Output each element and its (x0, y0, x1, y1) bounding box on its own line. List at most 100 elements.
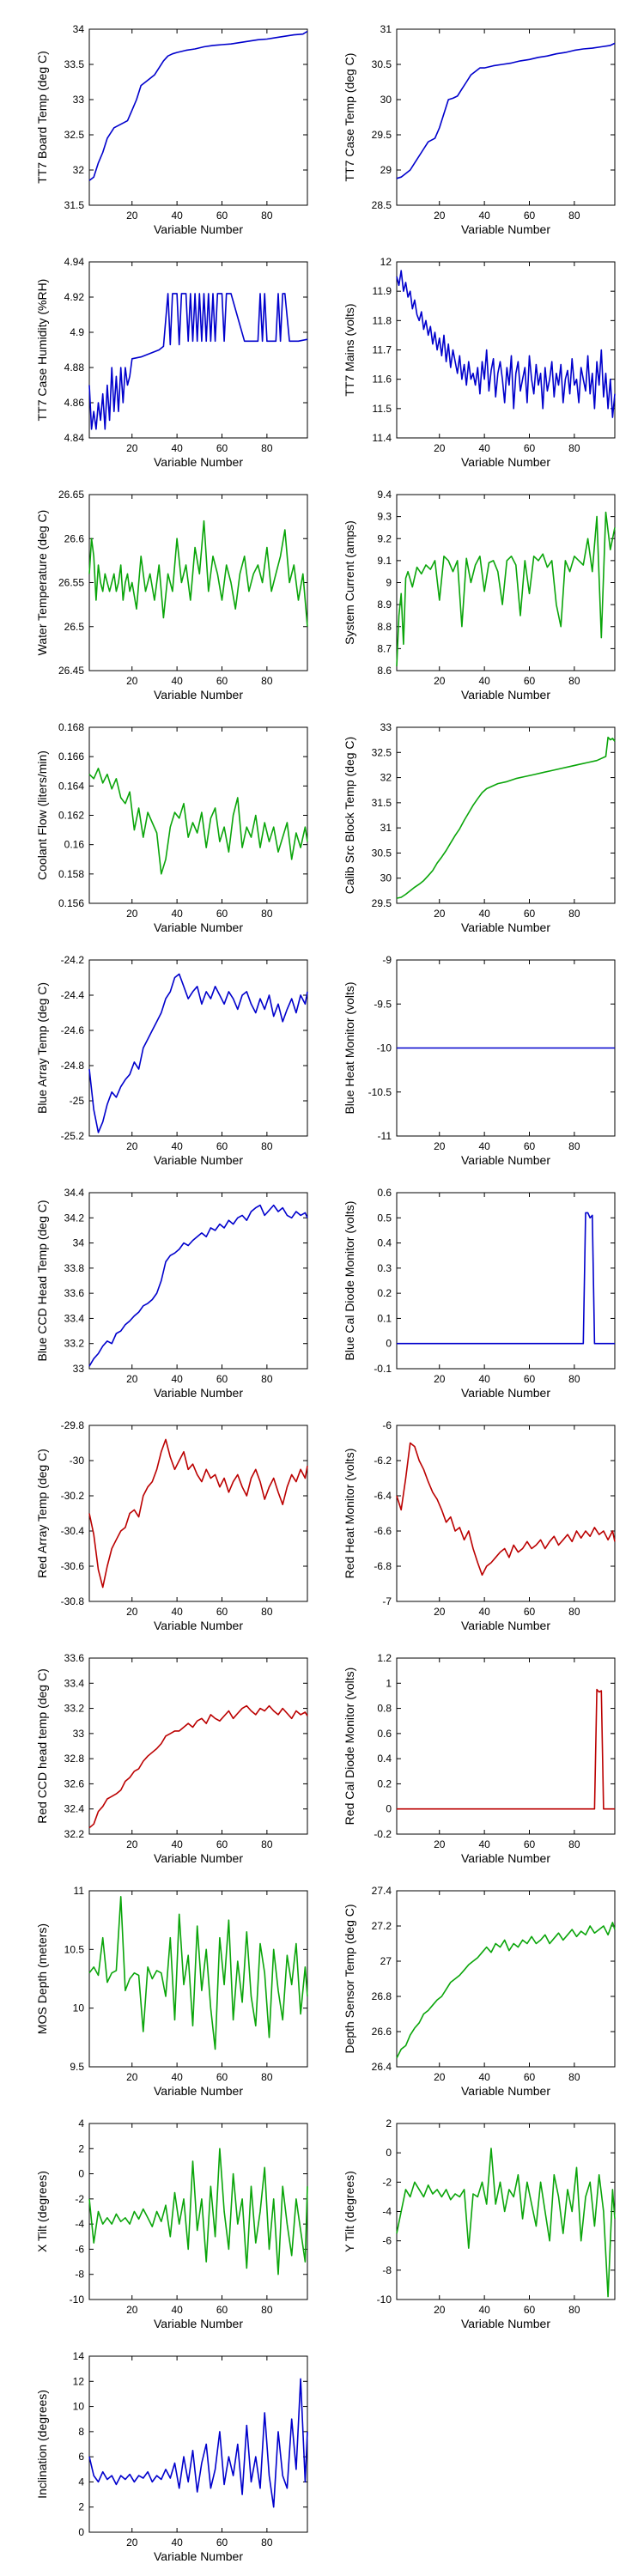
x-tick-label: 60 (216, 442, 228, 454)
y-tick-label: 10.5 (64, 1943, 85, 1955)
y-tick-label: 30.5 (372, 58, 392, 70)
x-axis-label: Variable Number (154, 2084, 243, 2098)
plot-frame (396, 1425, 616, 1602)
chart-y-tilt: -10 -8 -6 -4 -2 0 2 20 40 60 80 Variable Number Y Ti… (343, 2117, 616, 2330)
x-tick-label: 40 (171, 2304, 183, 2316)
y-tick-label: 4.92 (64, 291, 85, 303)
y-tick-label: 29.5 (372, 897, 392, 909)
plot-frame (396, 1657, 616, 1835)
y-tick-label: 0.5 (377, 1212, 392, 1224)
x-tick-label: 60 (216, 1606, 228, 1618)
y-tick-label: 0.2 (377, 1287, 392, 1299)
plot-frame (88, 726, 308, 904)
y-axis-label: TT7 Board Temp (deg C) (35, 51, 49, 184)
y-tick-label: 26.45 (58, 665, 84, 677)
x-tick-label: 60 (524, 1838, 536, 1850)
y-tick-label: 33.4 (64, 1677, 85, 1689)
series-line (88, 293, 308, 430)
chart-blue-ccd-head-temp: 33 33.2 33.4 33.6 33.8 34 34.2 34.4 20 40 60 80 Vari… (35, 1187, 308, 1400)
y-axis-label: X Tilt (degrees) (35, 2171, 49, 2252)
x-tick-label: 80 (261, 2304, 273, 2316)
x-tick-label: 60 (216, 2304, 228, 2316)
y-tick-label: 9.4 (377, 489, 392, 501)
y-tick-label: 26.6 (372, 2026, 392, 2038)
x-tick-label: 40 (478, 1838, 490, 1850)
y-tick-label: -10 (377, 1042, 392, 1054)
series-line (88, 519, 308, 627)
y-tick-label: 26.6 (64, 532, 85, 544)
x-tick-label: 80 (261, 1606, 273, 1618)
y-tick-label: -8 (75, 2269, 84, 2281)
x-tick-label: 40 (478, 1373, 490, 1385)
y-tick-label: 10 (73, 2401, 85, 2413)
y-tick-label: -10.5 (368, 1086, 392, 1098)
x-tick-label: 40 (478, 210, 490, 222)
y-axis-label: Calib Src Block Temp (deg C) (343, 737, 356, 894)
series-line (397, 1688, 615, 1810)
y-tick-label: -6.6 (374, 1525, 392, 1537)
x-tick-label: 60 (216, 210, 228, 222)
y-tick-label: 4.86 (64, 397, 85, 409)
y-tick-label: 30.5 (372, 847, 392, 859)
series-line (88, 1896, 308, 2050)
y-tick-label: 0.6 (377, 1187, 392, 1199)
x-tick-label: 20 (434, 2304, 446, 2316)
y-tick-label: 8.8 (377, 621, 392, 633)
chart-system-current: 8.6 8.7 8.8 8.9 9 9.1 9.2 9.3 9.4 20 40 60 80 Variabl… (343, 489, 616, 702)
y-tick-label: 0 (386, 1803, 392, 1815)
y-tick-label: 0.8 (377, 1703, 392, 1715)
y-tick-label: 2 (386, 2117, 392, 2129)
y-tick-label: 0.168 (58, 721, 84, 733)
y-tick-label: 27.4 (372, 1885, 392, 1897)
y-tick-label: -24.8 (61, 1060, 85, 1072)
x-tick-label: 80 (261, 1373, 273, 1385)
x-axis-label: Variable Number (461, 688, 550, 702)
y-tick-label: 32.4 (64, 1803, 85, 1815)
y-tick-label: -6 (382, 1419, 392, 1431)
x-tick-label: 40 (171, 442, 183, 454)
y-tick-label: -9.5 (374, 998, 392, 1010)
y-tick-label: 0.4 (377, 1753, 392, 1765)
plot-frame (88, 2355, 308, 2533)
y-tick-label: -10 (377, 2293, 392, 2306)
y-tick-label: 34 (73, 23, 85, 35)
y-tick-label: 33.6 (64, 1652, 85, 1664)
y-tick-label: 32.6 (64, 1777, 85, 1789)
y-tick-label: 11.6 (373, 374, 392, 386)
x-tick-label: 20 (434, 210, 446, 222)
y-tick-label: 4.84 (64, 432, 85, 444)
x-axis-label: Variable Number (461, 1619, 550, 1632)
y-tick-label: -8 (382, 2264, 392, 2276)
y-tick-label: 11.9 (373, 285, 392, 297)
y-tick-label: 33 (73, 1728, 85, 1740)
y-tick-label: 0.16 (64, 839, 85, 851)
y-tick-label: -6.8 (374, 1560, 392, 1572)
chart-mains: 11.4 11.5 11.6 11.7 11.8 11.9 12 20 40 60 80 Variab… (343, 256, 616, 469)
x-axis-label: Variable Number (461, 1851, 550, 1865)
y-axis-label: TT7 Case Humidity (%RH) (35, 279, 49, 422)
x-tick-label: 20 (434, 1373, 446, 1385)
x-tick-label: 80 (568, 1606, 580, 1618)
x-tick-label: 60 (216, 675, 228, 687)
y-tick-label: 33.4 (64, 1312, 85, 1324)
y-axis-label: Y Tilt (degrees) (343, 2171, 356, 2252)
x-tick-label: 80 (568, 442, 580, 454)
y-tick-label: -24.4 (61, 989, 85, 1001)
y-axis-label: Depth Sensor Temp (deg C) (343, 1904, 356, 2053)
y-tick-label: 9.3 (377, 511, 392, 523)
y-tick-label: 11.8 (373, 314, 392, 326)
series-line (88, 30, 308, 181)
y-tick-label: 11.7 (373, 344, 392, 356)
x-tick-label: 20 (434, 675, 446, 687)
y-tick-label: -9 (382, 954, 392, 966)
x-tick-label: 20 (434, 1606, 446, 1618)
series-line (396, 1442, 616, 1577)
y-axis-label: MOS Depth (meters) (35, 1923, 49, 2034)
y-tick-label: 33.2 (64, 1703, 85, 1715)
y-tick-label: 6 (78, 2451, 84, 2463)
y-tick-label: -0.2 (374, 1828, 392, 1840)
chart-blue-heat-monitor: -11 -10.5 -10 -9.5 -9 20 40 60 80 Variable Number… (343, 954, 616, 1167)
x-tick-label: 80 (261, 908, 273, 920)
x-axis-label: Variable Number (461, 2084, 550, 2098)
chart-mos-depth: 9.5 10 10.5 11 20 40 60 80 Variable Number MOS De… (35, 1885, 308, 2098)
